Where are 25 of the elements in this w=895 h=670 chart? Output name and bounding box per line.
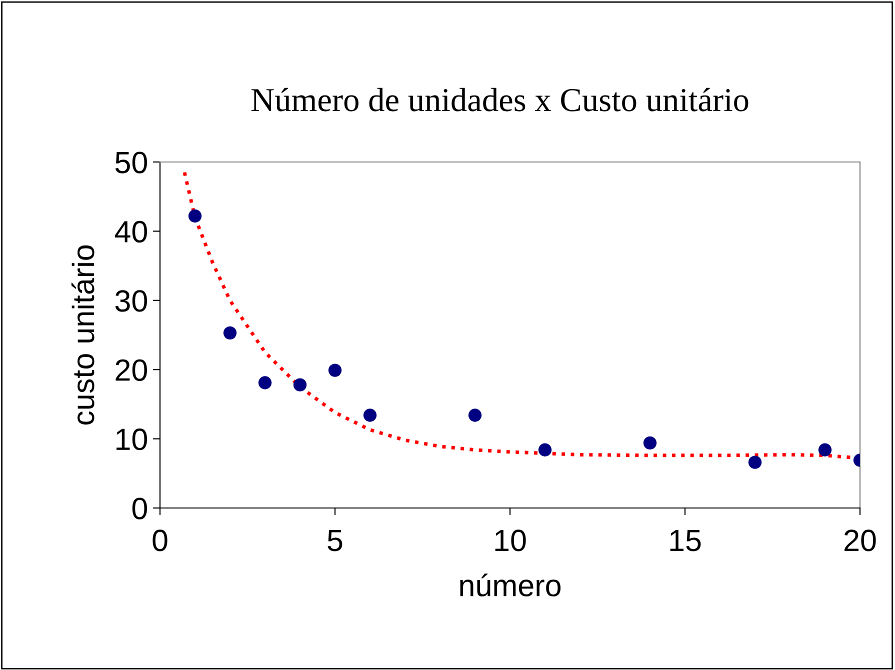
y-tick-label: 50: [115, 152, 148, 174]
y-tick-label: 40: [114, 220, 148, 243]
point: [258, 376, 272, 390]
point: [188, 209, 202, 223]
point: [468, 408, 482, 422]
point: [643, 436, 657, 450]
y-tick-label: 20: [116, 359, 148, 381]
point: [328, 364, 342, 377]
y-tick-label: 0: [132, 498, 147, 520]
x-tick-label: 10: [495, 530, 526, 552]
y-tick-label: 30: [115, 290, 148, 312]
x-tick-label: 20: [844, 530, 876, 552]
x-tick-label: 15: [670, 530, 701, 552]
y-axis-title: custo unitário: [71, 245, 94, 425]
point: [293, 378, 307, 392]
point: [748, 456, 762, 469]
point: [818, 443, 832, 456]
x-tick-label: 0: [152, 530, 168, 552]
point: [538, 443, 552, 456]
point: [223, 326, 237, 340]
x-axis-title: número: [460, 574, 561, 596]
x-tick-label: 5: [328, 530, 342, 552]
point: [363, 408, 377, 422]
y-tick-label: 10: [116, 428, 148, 450]
chart-title: Número de unidades x Custo unitário: [251, 88, 748, 112]
